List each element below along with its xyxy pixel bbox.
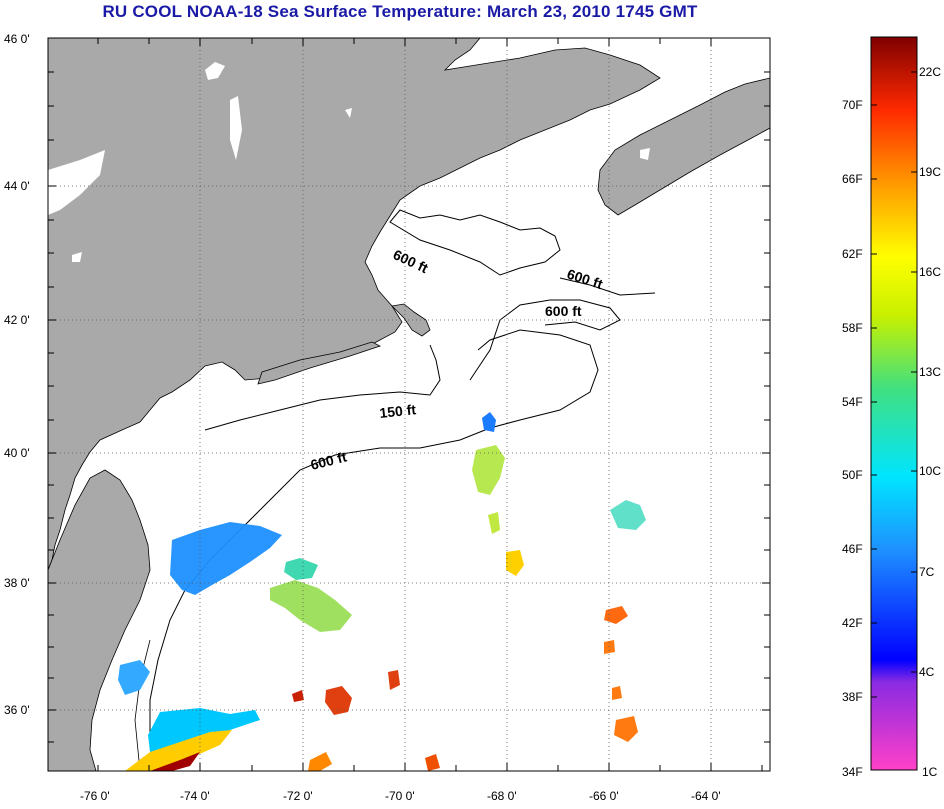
- sst-patch-yellow-1: [506, 550, 524, 576]
- sst-patch-blue-shelf: [170, 522, 282, 595]
- lake-6: [640, 148, 650, 160]
- lon-label-70: -70 0': [385, 789, 415, 803]
- cb-label-62f: 62F: [842, 247, 863, 261]
- contour-150ft: [204, 344, 441, 431]
- sst-patch-cyan-south: [148, 708, 260, 752]
- map-ticks: [48, 37, 770, 771]
- lake-4: [72, 252, 82, 262]
- contour-label-georges: 600 ft: [545, 303, 582, 319]
- contour-inner-shelf: [134, 639, 151, 771]
- sst-patch-red-edge: [150, 752, 200, 771]
- lake-5: [345, 108, 352, 118]
- sst-patch-orange-3: [604, 640, 615, 654]
- cb-label-16c: 16C: [919, 265, 941, 279]
- sst-patch-warm-edge: [125, 730, 232, 771]
- sst-patch-teal-1: [284, 558, 318, 580]
- sst-patch-red-3: [292, 690, 304, 702]
- cb-label-70f: 70F: [842, 98, 863, 112]
- cb-label-13c: 13C: [919, 365, 941, 379]
- sst-patch-orange-1: [604, 606, 628, 624]
- sst-patch-orange-4: [612, 686, 622, 700]
- lake-2: [230, 96, 242, 160]
- cb-label-54f: 54F: [842, 395, 863, 409]
- lon-label-66: -66 0': [589, 789, 619, 803]
- sst-patch-red-1: [325, 686, 352, 715]
- cb-label-1c: 1C: [922, 765, 938, 779]
- cb-label-34f: 34F: [842, 765, 863, 779]
- cb-label-19c: 19C: [919, 165, 941, 179]
- lat-label-46: 46 0': [4, 32, 30, 46]
- map-gridlines: [48, 38, 770, 771]
- sst-patch-green-1: [270, 580, 352, 632]
- cb-label-46f: 46F: [842, 542, 863, 556]
- sst-patch-cyan-east: [610, 500, 646, 530]
- sst-patch-blue-2: [482, 412, 496, 432]
- map-title: RU COOL NOAA-18 Sea Surface Temperature:…: [102, 2, 698, 21]
- cb-label-22c: 22C: [919, 65, 941, 79]
- sst-patch-lightblue: [118, 660, 150, 695]
- colorbar-gradient: [870, 36, 918, 771]
- sst-patch-orange-2: [614, 716, 638, 742]
- lon-label-72: -72 0': [283, 789, 313, 803]
- land-long-island: [257, 341, 382, 385]
- cb-label-66f: 66F: [842, 172, 863, 186]
- cb-label-4c: 4C: [919, 665, 935, 679]
- contour-label-150: 150 ft: [379, 401, 417, 421]
- sst-patch-orange-5: [308, 752, 332, 771]
- lat-label-38: 38 0': [4, 576, 30, 590]
- cb-label-50f: 50F: [842, 468, 863, 482]
- lat-label-40: 40 0': [4, 446, 30, 460]
- cb-label-10c: 10C: [919, 464, 941, 478]
- sst-patch-red-2: [388, 670, 400, 690]
- lon-label-64: -64 0': [691, 789, 721, 803]
- sst-patch-orange-6: [425, 754, 440, 771]
- land-nova-scotia: [597, 77, 770, 216]
- cb-label-42f: 42F: [842, 616, 863, 630]
- cb-label-38f: 38F: [842, 690, 863, 704]
- contour-ne-channel: [559, 277, 656, 296]
- lat-label-36: 36 0': [4, 703, 30, 717]
- lake-1: [205, 62, 225, 80]
- sst-patch-green-2: [472, 445, 505, 495]
- map-frame: [47, 37, 771, 772]
- contour-600ft-shelf: [149, 329, 599, 771]
- cb-label-58f: 58F: [842, 321, 863, 335]
- land-delmarva: [48, 469, 151, 771]
- lat-label-42: 42 0': [4, 313, 30, 327]
- contour-georges: [469, 299, 621, 381]
- lake-3: [48, 150, 105, 215]
- colorbar-ticks: [871, 71, 917, 698]
- lon-label-68: -68 0': [487, 789, 517, 803]
- sst-patch-green-3: [488, 512, 500, 534]
- lat-label-44: 44 0': [4, 179, 30, 193]
- lon-label-74: -74 0': [180, 789, 210, 803]
- contour-gulf-of-maine: [389, 209, 561, 276]
- cb-label-7c: 7C: [919, 565, 935, 579]
- land-cape-cod: [391, 303, 431, 337]
- lon-label-76: -76 0': [80, 789, 110, 803]
